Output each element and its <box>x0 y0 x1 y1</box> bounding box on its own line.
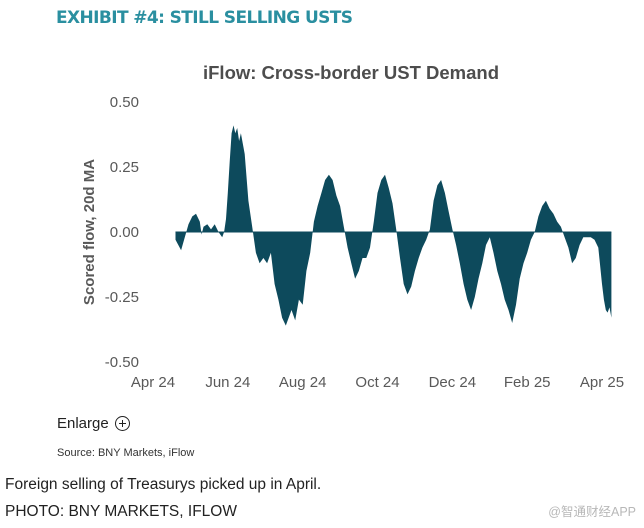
y-tick-label: 0.25 <box>110 159 139 176</box>
enlarge-button[interactable]: Enlarge <box>57 415 130 432</box>
exhibit-title: EXHIBIT #4: STILL SELLING USTS <box>56 8 353 28</box>
source-note: Source: BNY Markets, iFlow <box>57 447 195 459</box>
plus-circle-icon <box>114 416 130 431</box>
photo-caption: Foreign selling of Treasurys picked up i… <box>5 476 322 493</box>
enlarge-label: Enlarge <box>57 415 109 432</box>
x-tick-label: Jun 24 <box>205 374 250 391</box>
chart-title: iFlow: Cross-border UST Demand <box>203 62 499 83</box>
y-tick-label: -0.25 <box>105 289 139 306</box>
photo-credit: PHOTO: BNY MARKETS, IFLOW <box>5 503 237 520</box>
series-area <box>175 125 612 326</box>
x-tick-label: Apr 25 <box>580 374 624 391</box>
y-tick-label: -0.50 <box>105 354 139 371</box>
watermark-text: @智通财经APP <box>548 505 636 519</box>
x-tick-label: Feb 25 <box>504 374 551 391</box>
chart: iFlow: Cross-border UST Demand Scored fl… <box>81 62 624 391</box>
x-tick-label: Dec 24 <box>429 374 477 391</box>
x-tick-label: Apr 24 <box>131 374 175 391</box>
x-tick-label: Aug 24 <box>279 374 327 391</box>
y-axis-label: Scored flow, 20d MA <box>81 159 98 305</box>
y-tick-label: 0.00 <box>110 224 139 241</box>
y-tick-label: 0.50 <box>110 94 139 111</box>
watermark: @智通财经APP <box>548 501 636 520</box>
x-tick-label: Oct 24 <box>355 374 399 391</box>
